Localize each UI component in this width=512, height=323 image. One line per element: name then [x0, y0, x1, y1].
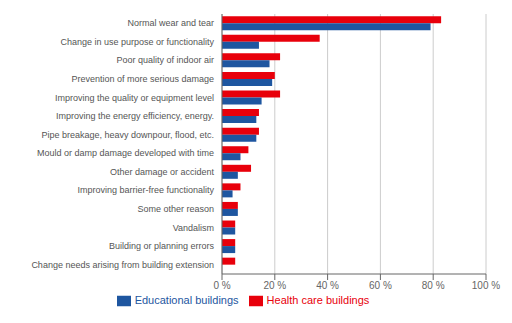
svg-text:20 %: 20 %	[263, 280, 286, 291]
html-text:Health care buildings: Health care buildings	[266, 294, 370, 306]
svg-text:0 %: 0 %	[213, 280, 230, 291]
svg-text:Change in use purpose or funct: Change in use purpose or functionality	[60, 37, 214, 47]
svg-text:Change needs arising from buil: Change needs arising from building exten…	[31, 260, 214, 270]
svg-text:80 %: 80 %	[422, 280, 445, 291]
svg-text:Some other reason: Some other reason	[137, 204, 214, 214]
svg-text:Improving barrier-free functio: Improving barrier-free functionality	[77, 185, 214, 195]
svg-text:Other damage or accident: Other damage or accident	[110, 167, 215, 177]
svg-text:Prevention of more serious dam: Prevention of more serious damage	[71, 74, 214, 84]
svg-text:Improving the quality or equip: Improving the quality or equipment level	[55, 93, 214, 103]
svg-text:100 %: 100 %	[472, 280, 500, 291]
svg-text:Pipe breakage, heavy downpour,: Pipe breakage, heavy downpour, flood, et…	[41, 130, 214, 140]
svg-text:Poor quality of indoor air: Poor quality of indoor air	[116, 55, 214, 65]
svg-text:Mould or damp damage developed: Mould or damp damage developed with time	[37, 148, 214, 158]
svg-text:60 %: 60 %	[369, 280, 392, 291]
html-text:Educational buildings: Educational buildings	[134, 294, 239, 306]
svg-text:Building or planning errors: Building or planning errors	[109, 241, 215, 251]
svg-text:40 %: 40 %	[316, 280, 339, 291]
svg-text:Normal wear and tear: Normal wear and tear	[127, 18, 214, 28]
svg-text:Vandalism: Vandalism	[173, 223, 214, 233]
svg-text:Improving the energy efficienc: Improving the energy efficiency, energy.	[56, 111, 214, 121]
